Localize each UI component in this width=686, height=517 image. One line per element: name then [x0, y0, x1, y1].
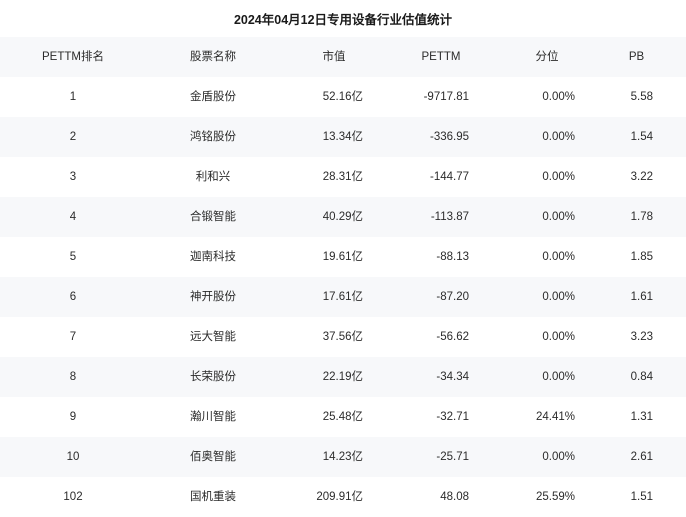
cell-pb: 0.84 — [630, 371, 653, 383]
cell-cap: 37.56亿 — [322, 331, 363, 343]
cell-pb: 5.58 — [630, 91, 653, 103]
table-row[interactable]: 6 神开股份 17.61亿 -87.20 0.00% 1.61 — [0, 277, 686, 317]
page-title: 2024年04月12日专用设备行业估值统计 — [233, 13, 453, 27]
table-row[interactable]: 8 长荣股份 22.19亿 -34.34 0.00% 0.84 — [0, 357, 686, 397]
table-row[interactable]: 7 远大智能 37.56亿 -56.62 0.00% 3.23 — [0, 317, 686, 357]
cell-pb: 1.31 — [630, 411, 653, 423]
column-header-pb[interactable]: PB — [628, 51, 645, 63]
cell-cap: 19.61亿 — [322, 251, 363, 263]
cell-pettm: -32.71 — [436, 411, 469, 423]
cell-rank: 7 — [69, 331, 77, 343]
column-header-pettm[interactable]: PETTM — [421, 51, 461, 63]
cell-name: 神开股份 — [190, 291, 236, 303]
cell-pettm: -87.20 — [436, 291, 469, 303]
cell-rank: 102 — [63, 491, 83, 503]
cell-rank: 6 — [69, 291, 77, 303]
table-row[interactable]: 10 佰奥智能 14.23亿 -25.71 0.00% 2.61 — [0, 437, 686, 477]
table-row[interactable]: 102 国机重装 209.91亿 48.08 25.59% 1.51 — [0, 477, 686, 517]
cell-pb: 1.78 — [630, 211, 653, 223]
cell-cap: 22.19亿 — [322, 371, 363, 383]
cell-name: 瀚川智能 — [190, 411, 236, 423]
cell-pct: 0.00% — [542, 451, 575, 463]
cell-pettm: 48.08 — [440, 491, 469, 503]
page-title-container: 2024年04月12日专用设备行业估值统计 — [0, 0, 686, 37]
table-row[interactable]: 2 鸿铭股份 13.34亿 -336.95 0.00% 1.54 — [0, 117, 686, 157]
cell-pettm: -25.71 — [436, 451, 469, 463]
column-header-rank[interactable]: PETTM排名 — [42, 51, 104, 63]
table-body: 1 金盾股份 52.16亿 -9717.81 0.00% 5.58 2 鸿铭股份 13.34亿 -… — [0, 77, 686, 517]
table-header-row: PETTM排名 股票名称 市值 PETTM 分位 PB — [0, 37, 686, 77]
cell-rank: 4 — [69, 211, 77, 223]
cell-name: 金盾股份 — [190, 91, 236, 103]
cell-pct: 0.00% — [542, 371, 575, 383]
table-row[interactable]: 5 迦南科技 19.61亿 -88.13 0.00% 1.85 — [0, 237, 686, 277]
cell-cap: 17.61亿 — [322, 291, 363, 303]
cell-rank: 3 — [69, 171, 77, 183]
cell-pb: 3.23 — [630, 331, 653, 343]
cell-rank: 2 — [69, 131, 77, 143]
cell-name: 远大智能 — [190, 331, 236, 343]
column-header-cap[interactable]: 市值 — [322, 51, 346, 63]
cell-pct: 0.00% — [542, 251, 575, 263]
cell-pettm: -336.95 — [429, 131, 469, 143]
cell-rank: 1 — [69, 91, 77, 103]
valuation-table: PETTM排名 股票名称 市值 PETTM 分位 PB 1 金盾股份 52.16亿 -… — [0, 37, 686, 517]
cell-name: 迦南科技 — [190, 251, 236, 263]
cell-pb: 2.61 — [630, 451, 653, 463]
table-row[interactable]: 9 瀚川智能 25.48亿 -32.71 24.41% 1.31 — [0, 397, 686, 437]
cell-pct: 25.59% — [535, 491, 575, 503]
cell-pct: 0.00% — [542, 331, 575, 343]
cell-cap: 209.91亿 — [316, 491, 363, 503]
cell-cap: 52.16亿 — [322, 91, 363, 103]
table-row[interactable]: 3 利和兴 28.31亿 -144.77 0.00% 3.22 — [0, 157, 686, 197]
cell-pettm: -144.77 — [429, 171, 469, 183]
cell-pct: 0.00% — [542, 211, 575, 223]
cell-rank: 10 — [66, 451, 80, 463]
cell-pb: 1.85 — [630, 251, 653, 263]
cell-pettm: -88.13 — [436, 251, 469, 263]
cell-pct: 0.00% — [542, 291, 575, 303]
cell-pb: 1.61 — [630, 291, 653, 303]
cell-name: 利和兴 — [195, 171, 231, 183]
cell-pct: 24.41% — [535, 411, 575, 423]
cell-pb: 1.54 — [630, 131, 653, 143]
column-header-name[interactable]: 股票名称 — [190, 51, 236, 63]
column-header-pct[interactable]: 分位 — [535, 51, 559, 63]
cell-name: 长荣股份 — [190, 371, 236, 383]
cell-cap: 25.48亿 — [322, 411, 363, 423]
cell-pct: 0.00% — [542, 171, 575, 183]
cell-pct: 0.00% — [542, 131, 575, 143]
table-header: PETTM排名 股票名称 市值 PETTM 分位 PB — [0, 37, 686, 77]
table-row[interactable]: 4 合锻智能 40.29亿 -113.87 0.00% 1.78 — [0, 197, 686, 237]
cell-cap: 40.29亿 — [322, 211, 363, 223]
cell-rank: 5 — [69, 251, 77, 263]
table-row[interactable]: 1 金盾股份 52.16亿 -9717.81 0.00% 5.58 — [0, 77, 686, 117]
cell-rank: 8 — [69, 371, 77, 383]
cell-cap: 28.31亿 — [322, 171, 363, 183]
cell-name: 佰奥智能 — [190, 451, 236, 463]
cell-pct: 0.00% — [542, 91, 575, 103]
cell-pettm: -34.34 — [436, 371, 469, 383]
cell-cap: 13.34亿 — [322, 131, 363, 143]
cell-rank: 9 — [69, 411, 77, 423]
cell-name: 鸿铭股份 — [190, 131, 236, 143]
cell-pb: 1.51 — [630, 491, 653, 503]
cell-pb: 3.22 — [630, 171, 653, 183]
cell-cap: 14.23亿 — [322, 451, 363, 463]
page-root: 2024年04月12日专用设备行业估值统计 PETTM排名 股票名称 市值 PE… — [0, 0, 686, 503]
cell-name: 国机重装 — [190, 491, 236, 503]
cell-pettm: -9717.81 — [423, 91, 469, 103]
cell-name: 合锻智能 — [190, 211, 236, 223]
cell-pettm: -56.62 — [436, 331, 469, 343]
cell-pettm: -113.87 — [430, 211, 469, 223]
